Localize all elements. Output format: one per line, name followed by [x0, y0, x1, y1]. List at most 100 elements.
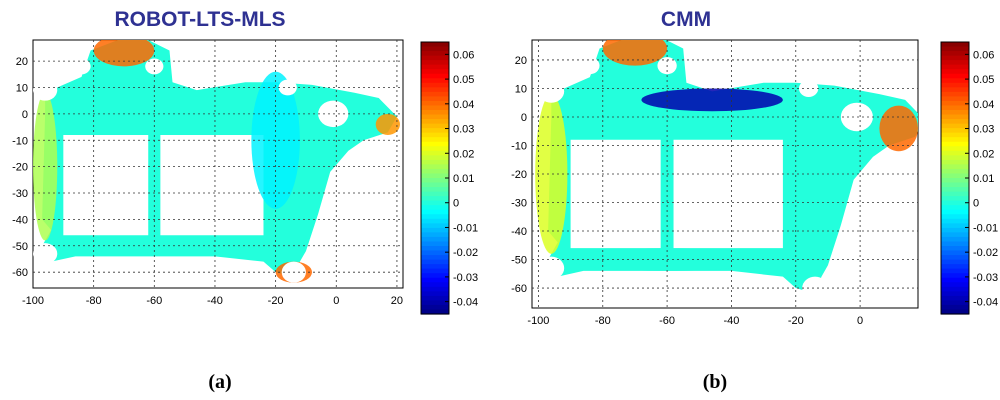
colorbar-segment — [421, 182, 449, 188]
colorbar-segment — [421, 46, 449, 52]
colorbar-segment — [941, 60, 969, 66]
colorbar-segment — [941, 214, 969, 220]
colorbar-tick-label: -0.02 — [453, 247, 478, 259]
colorbar-segment — [421, 295, 449, 301]
colorbar-segment — [421, 168, 449, 175]
colorbar-segment — [421, 178, 449, 184]
part-map — [33, 40, 400, 283]
chart-panel-2: -100 -80 -60 -40 -20 0 20 10 0 -10 -20 -30 -40 -50 -60… — [511, 8, 998, 393]
colorbar-segment — [421, 196, 449, 202]
colorbar-segment — [421, 273, 449, 279]
colorbar-segment — [941, 246, 969, 252]
colorbar-segment — [421, 110, 449, 116]
colorbar-segment — [941, 291, 969, 297]
colorbar-segment — [941, 255, 969, 261]
colorbar-segment — [941, 304, 969, 311]
colorbar-segment — [421, 64, 449, 70]
colorbar-segment — [421, 78, 449, 84]
colorbar-segment — [421, 191, 449, 197]
colorbar-tick-label: -0.02 — [973, 247, 998, 259]
colorbar-tick-label: 0.03 — [453, 124, 474, 136]
colorbar-segment — [421, 300, 449, 306]
colorbar-tick-label: 0.04 — [453, 99, 474, 111]
y-tick-label: -50 — [511, 255, 527, 267]
y-tick-label: -20 — [12, 162, 28, 174]
x-tick-label: -20 — [268, 295, 284, 307]
x-tick-label: -20 — [788, 315, 804, 327]
colorbar-segment — [421, 218, 449, 224]
colorbar-segment — [941, 268, 969, 274]
colorbar-segment — [941, 164, 969, 170]
bolt-hole-3 — [33, 79, 58, 101]
colorbar-segment — [421, 187, 449, 193]
colorbar-segment — [941, 259, 969, 265]
x-tick-label: 0 — [857, 315, 863, 327]
colorbar-segment — [421, 205, 449, 211]
x-tick-label: 20 — [391, 295, 403, 307]
colorbar-segment — [421, 255, 449, 261]
colorbar-segment — [941, 64, 969, 70]
colorbar-tick-label: 0.01 — [973, 173, 994, 185]
colorbar-segment — [941, 114, 969, 120]
colorbar-segment — [941, 132, 969, 138]
colorbar-segment — [421, 55, 449, 61]
colorbar-segment — [941, 196, 969, 202]
region-1 — [93, 40, 155, 67]
colorbar-segment — [941, 178, 969, 184]
colorbar-segment — [421, 277, 449, 283]
colorbar-segment — [941, 55, 969, 61]
colorbar-segment — [941, 119, 969, 125]
colorbar-segment — [941, 250, 969, 256]
colorbar-segment — [421, 132, 449, 138]
region-2 — [641, 88, 783, 112]
colorbar-segment — [941, 141, 969, 147]
colorbar-tick-label: 0 — [453, 198, 459, 210]
colorbar-segment — [421, 91, 449, 97]
colorbar-segment — [421, 223, 449, 229]
colorbar-segment — [941, 209, 969, 215]
colorbar-tick-label: -0.01 — [973, 222, 998, 234]
colorbar-tick-label: 0.06 — [973, 49, 994, 61]
y-tick-label: -50 — [12, 241, 28, 253]
colorbar-segment — [421, 159, 449, 165]
colorbar-segment — [941, 51, 969, 57]
colorbar-segment — [421, 96, 449, 102]
colorbar-segment — [941, 159, 969, 165]
panel-label: (b) — [703, 371, 727, 393]
colorbar-segment — [941, 69, 969, 75]
colorbar-segment — [941, 241, 969, 247]
colorbar-segment — [421, 114, 449, 120]
x-tick-label: -60 — [146, 295, 162, 307]
colorbar-segment — [421, 42, 449, 48]
colorbar-segment — [421, 259, 449, 265]
region-5 — [33, 92, 58, 241]
colorbar-segment — [941, 100, 969, 107]
y-tick-label: 0 — [521, 112, 527, 124]
bolt-hole-1 — [580, 57, 600, 75]
colorbar-tick-label: 0 — [973, 198, 979, 210]
colorbar-segment — [421, 119, 449, 125]
colorbar-segment — [941, 200, 969, 206]
colorbar-segment — [941, 110, 969, 116]
colorbar-segment — [941, 282, 969, 288]
colorbar-segment — [421, 286, 449, 292]
colorbar-segment — [421, 150, 449, 156]
chart-panel-1: -100 -80 -60 -40 -20 0 20 20 10 0 -10 -20 -30 -40 -50 -… — [12, 8, 478, 393]
y-tick-label: 20 — [16, 56, 28, 68]
colorbar-segment — [941, 273, 969, 279]
y-tick-label: -60 — [511, 283, 527, 295]
colorbar-segment — [421, 227, 449, 233]
y-tick-label: -40 — [511, 226, 527, 238]
y-tick-label: -20 — [511, 169, 527, 181]
colorbar-segment — [941, 91, 969, 97]
colorbar-segment — [421, 60, 449, 66]
colorbar-segment — [941, 150, 969, 156]
colorbar-segment — [421, 128, 449, 134]
colorbar-tick-label: 0.02 — [453, 148, 474, 160]
y-tick-label: 10 — [515, 83, 527, 95]
colorbar-segment — [941, 78, 969, 84]
y-tick-label: 20 — [515, 55, 527, 67]
bolt-hole-6 — [33, 243, 58, 265]
colorbar-segment — [421, 69, 449, 75]
